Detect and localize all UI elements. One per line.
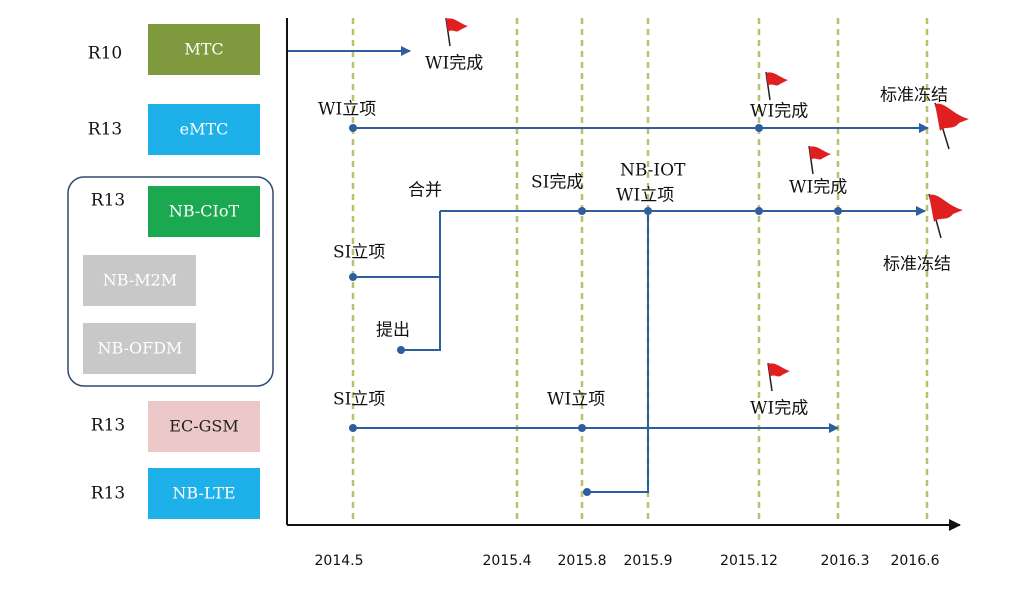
tick-label: 2015.4 [483, 553, 532, 569]
flag [928, 193, 963, 239]
box-label: eMTC [180, 120, 229, 139]
milestone-label: WI完成 [425, 54, 483, 74]
release-list: R10 MTC R13 eMTC R13 NB-CIoT NB-M2M NB-O… [67, 24, 274, 519]
milestone-label: WI完成 [789, 178, 847, 198]
box [148, 24, 260, 75]
milestone-label: NB-IOT [620, 161, 686, 181]
milestone [578, 207, 586, 215]
milestone-label: 标准冻结 [883, 255, 951, 275]
box-label: MTC [184, 40, 223, 59]
mtc-track: WI完成 [288, 46, 483, 74]
milestone-label: WI立项 [318, 100, 376, 120]
release: R13 [88, 120, 122, 140]
milestone [644, 207, 652, 215]
tick-label: 2015.9 [624, 553, 673, 569]
flag [765, 71, 788, 101]
milestone-label: SI立项 [333, 390, 385, 410]
box-label: NB-M2M [103, 271, 177, 290]
flag [808, 145, 831, 175]
ecgsm-track: SI立项 WI立项 WI完成 [333, 390, 839, 433]
tick-label: 2015.12 [720, 553, 778, 569]
milestone-label: 提出 [376, 321, 410, 341]
box-label: EC-GSM [169, 417, 238, 436]
flags [445, 17, 969, 392]
box [83, 323, 196, 374]
milestone-label: WI立项 [616, 186, 674, 206]
box [148, 401, 260, 452]
tick-label: 2015.8 [558, 553, 607, 569]
milestone [755, 207, 763, 215]
milestone [349, 124, 357, 132]
box [148, 186, 260, 237]
milestone-label: WI完成 [750, 399, 808, 419]
milestone-label: WI立项 [547, 390, 605, 410]
milestone [755, 124, 763, 132]
flag [934, 102, 969, 150]
nb-track: 合并 SI完成 NB-IOT WI立项 WI完成 标准冻结 SI立项 提出 [333, 161, 951, 496]
box [148, 104, 260, 155]
box-label: NB-CIoT [169, 202, 240, 221]
milestone-label: 标准冻结 [880, 86, 948, 106]
box [83, 255, 196, 306]
milestone [397, 346, 405, 354]
flag [767, 362, 790, 392]
time-grid: 2014.5 2015.4 2015.8 2015.9 2015.12 2016… [286, 18, 961, 569]
tick-label: 2016.3 [821, 553, 870, 569]
release: R13 [91, 484, 125, 504]
flag [445, 17, 468, 47]
milestone-label: 合并 [408, 181, 442, 201]
box-label: NB-LTE [172, 484, 235, 503]
milestone-label: SI完成 [531, 173, 583, 193]
release: R13 [91, 416, 125, 436]
milestone-label: WI完成 [750, 102, 808, 122]
tick-label: 2014.5 [315, 553, 364, 569]
emtc-track: WI立项 WI完成 标准冻结 [318, 86, 948, 133]
milestone-label: SI立项 [333, 243, 385, 263]
milestone [349, 273, 357, 281]
box [148, 468, 260, 519]
tick-label: 2016.6 [891, 553, 940, 569]
milestone [583, 488, 591, 496]
release: R10 [88, 44, 122, 64]
release: R13 [91, 191, 125, 211]
box-label: NB-OFDM [98, 339, 183, 358]
track [401, 211, 441, 351]
group-frame [67, 176, 274, 387]
milestone [578, 424, 586, 432]
track [587, 211, 649, 493]
milestone [349, 424, 357, 432]
milestone [834, 207, 842, 215]
